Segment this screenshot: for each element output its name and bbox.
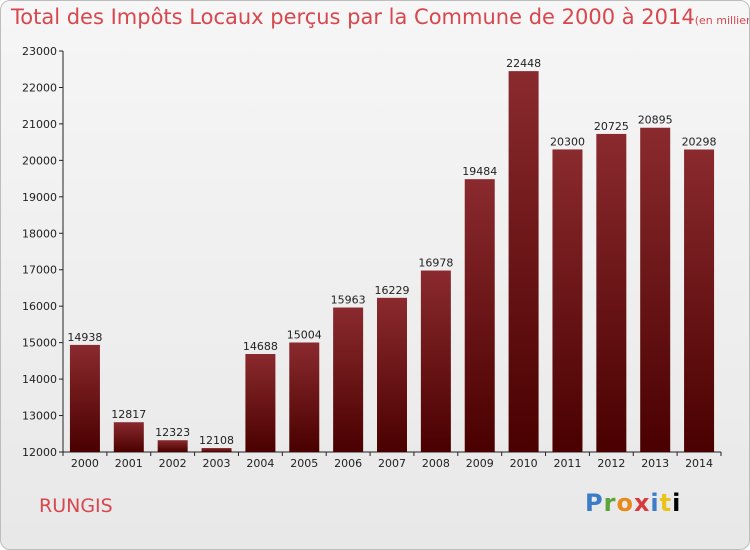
bar-value-label: 16229	[375, 284, 410, 297]
logo-letter: i	[672, 489, 682, 517]
logo-letter: x	[633, 489, 651, 517]
x-tick-label: 2002	[159, 457, 187, 470]
x-tick-label: 2005	[290, 457, 318, 470]
x-tick-label: 2006	[334, 457, 362, 470]
x-tick-label: 2001	[115, 457, 143, 470]
x-tick-label: 2014	[685, 457, 713, 470]
logo-letter: t	[659, 489, 673, 517]
x-tick-label: 2004	[246, 457, 274, 470]
y-tick-label: 22000	[22, 81, 57, 94]
x-tick-label: 2013	[641, 457, 669, 470]
y-tick-label: 13000	[22, 410, 57, 423]
bar	[113, 422, 144, 452]
bar	[69, 344, 100, 452]
x-tick-label: 2009	[466, 457, 494, 470]
y-tick-label: 16000	[22, 300, 57, 313]
bar	[245, 354, 276, 452]
chart-title: Total des Impôts Locaux perçus par la Co…	[11, 5, 749, 29]
bar	[201, 448, 232, 452]
y-tick-label: 19000	[22, 191, 57, 204]
logo-letter: P	[585, 489, 604, 517]
y-tick-label: 17000	[22, 264, 57, 277]
bar-value-label: 20300	[550, 135, 585, 148]
x-tick-label: 2012	[597, 457, 625, 470]
bar	[377, 297, 407, 452]
x-axis: 2000 2001 2002 2003 2004 2005 2006 2007 2008 2009…	[62, 451, 722, 470]
commune-name: RUNGIS	[39, 495, 113, 517]
x-tick-label: 2000	[71, 457, 99, 470]
value-labels: 14938 12817 12323 12108 14688 15004 15963 16229…	[67, 57, 716, 447]
x-tick-label: 2010	[510, 457, 538, 470]
y-tick-label: 12000	[22, 446, 57, 459]
x-tick-label: 2007	[378, 457, 406, 470]
bar-value-label: 14688	[243, 340, 278, 353]
bar-value-label: 12323	[155, 426, 190, 439]
bar-value-label: 20725	[594, 120, 629, 133]
logo-letter: o	[616, 489, 634, 517]
bar	[333, 307, 364, 452]
bar	[464, 179, 495, 452]
x-tick-label: 2011	[553, 457, 581, 470]
logo-letter: r	[603, 489, 617, 517]
bar-value-label: 15963	[331, 294, 366, 307]
bar	[508, 71, 539, 452]
bar-value-label: 19484	[462, 165, 497, 178]
bar-value-label: 12108	[199, 434, 234, 447]
bars	[69, 71, 715, 453]
proxiti-logo: Proxiti	[585, 489, 681, 517]
bar	[157, 440, 188, 452]
bar	[596, 133, 627, 453]
y-tick-label: 15000	[22, 337, 57, 350]
x-tick-label: 2008	[422, 457, 450, 470]
chart-title-main: Total des Impôts Locaux perçus par la Co…	[11, 5, 695, 29]
logo-letter: i	[650, 489, 660, 517]
y-tick-label: 18000	[22, 227, 57, 240]
y-tick-label: 21000	[22, 118, 57, 131]
chart-title-unit: (en milliers d'€)	[694, 14, 749, 27]
x-tick-label: 2003	[203, 457, 231, 470]
bar-value-label: 20895	[638, 114, 673, 127]
bar-value-label: 12817	[111, 408, 146, 421]
bar	[289, 342, 320, 452]
y-tick-label: 20000	[22, 154, 57, 167]
bar-value-label: 16978	[418, 257, 453, 270]
y-tick-label: 14000	[22, 373, 57, 386]
bar	[640, 127, 671, 452]
bar	[684, 149, 715, 452]
bar	[420, 270, 451, 452]
bar-value-label: 22448	[506, 57, 541, 70]
y-tick-label: 23000	[22, 45, 57, 58]
bar-value-label: 20298	[682, 136, 717, 149]
bar	[552, 149, 583, 452]
bar-value-label: 15004	[287, 328, 322, 341]
bar-value-label: 14938	[67, 331, 102, 344]
y-axis: 12000 13000 14000 15000 16000 17000 18000 19000…	[22, 45, 64, 459]
